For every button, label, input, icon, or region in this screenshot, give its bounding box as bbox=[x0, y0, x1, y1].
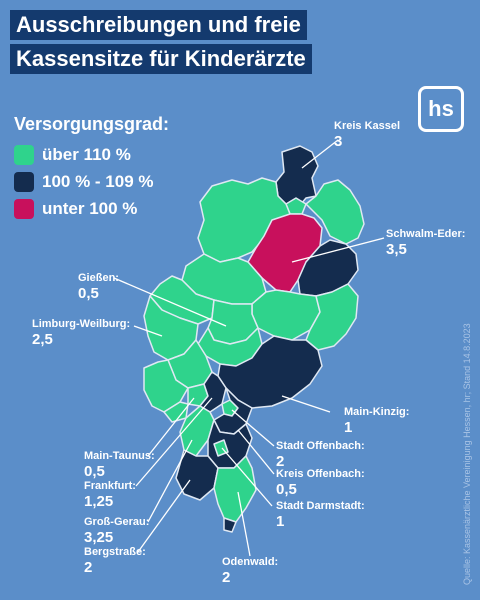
label-main-kinzig: Main-Kinzig: 1 bbox=[344, 406, 409, 436]
region-werra-meissner bbox=[305, 179, 365, 245]
label-value: 2 bbox=[84, 559, 93, 576]
leader-kreis-offenbach bbox=[237, 429, 275, 475]
label-value: 3 bbox=[334, 133, 343, 150]
leader-main-taunus bbox=[147, 397, 195, 457]
label-schwalm-eder: Schwalm-Eder: 3,5 bbox=[386, 228, 465, 258]
label-name: Gießen: bbox=[78, 272, 119, 284]
legend-item-under-100: unter 100 % bbox=[14, 195, 169, 222]
label-value: 3,5 bbox=[386, 241, 407, 258]
label-value: 1,25 bbox=[84, 493, 114, 510]
label-value: 0,5 bbox=[276, 481, 297, 498]
leader-stadt-offenbach bbox=[231, 409, 275, 447]
leader-frankfurt bbox=[135, 397, 213, 487]
legend-item-over-110: über 110 % bbox=[14, 141, 169, 168]
label-name: Kreis Kassel bbox=[334, 120, 401, 132]
label-main-taunus: Main-Taunus: 0,5 bbox=[84, 450, 155, 480]
label-name: Groß-Gerau: bbox=[84, 516, 150, 528]
hs-logo: hs bbox=[418, 86, 464, 132]
region-fulda bbox=[305, 283, 359, 351]
leader-limburg-weilburg bbox=[133, 325, 163, 337]
label-name: Main-Kinzig: bbox=[344, 406, 410, 418]
label-value: 1 bbox=[276, 513, 285, 530]
label-odenwald: Odenwald: 2 bbox=[222, 556, 278, 586]
label-value: 2 bbox=[276, 453, 285, 470]
label-kreis-offenbach: Kreis Offenbach: 0,5 bbox=[276, 468, 365, 498]
legend-swatch-magenta bbox=[14, 198, 34, 219]
label-kreis-kassel: Kreis Kassel 3 bbox=[334, 120, 400, 150]
label-name: Schwalm-Eder: bbox=[386, 228, 466, 240]
legend-label: unter 100 % bbox=[42, 198, 138, 218]
title: Ausschreibungen und freie Kassensitze fü… bbox=[10, 10, 312, 78]
label-name: Odenwald: bbox=[222, 556, 279, 568]
label-stadt-offenbach: Stadt Offenbach: 2 bbox=[276, 440, 365, 470]
label-value: 0,5 bbox=[84, 463, 105, 480]
label-gross-gerau: Groß-Gerau: 3,25 bbox=[84, 516, 149, 546]
label-name: Frankfurt: bbox=[84, 480, 136, 492]
label-value: 3,25 bbox=[84, 529, 114, 546]
region-bergstrasse-tip bbox=[223, 517, 237, 533]
label-stadt-darmstadt: Stadt Darmstadt: 1 bbox=[276, 500, 365, 530]
legend: Versorgungsgrad: über 110 % 100 % - 109 … bbox=[14, 114, 169, 222]
label-name: Stadt Darmstadt: bbox=[276, 500, 365, 512]
legend-swatch-navy bbox=[14, 171, 34, 192]
legend-title: Versorgungsgrad: bbox=[14, 114, 170, 134]
source-note: Quelle: Kassenärztliche Vereinigung Hess… bbox=[462, 323, 472, 585]
label-giessen: Gießen: 0,5 bbox=[78, 272, 119, 302]
label-value: 0,5 bbox=[78, 285, 99, 302]
leader-kreis-kassel bbox=[301, 139, 339, 169]
leader-schwalm-eder bbox=[291, 237, 385, 263]
label-value: 1 bbox=[344, 419, 353, 436]
label-bergstrasse: Bergstraße: 2 bbox=[84, 546, 146, 576]
legend-swatch-green bbox=[14, 144, 34, 165]
label-limburg-weilburg: Limburg-Weilburg: 2,5 bbox=[32, 318, 130, 348]
region-wiesbaden bbox=[163, 401, 189, 423]
leader-odenwald bbox=[237, 491, 251, 557]
label-frankfurt: Frankfurt: 1,25 bbox=[84, 480, 136, 510]
legend-label: 100 % - 109 % bbox=[42, 171, 154, 191]
label-name: Main-Taunus: bbox=[84, 450, 155, 462]
label-name: Stadt Offenbach: bbox=[276, 440, 365, 452]
legend-item-100-109: 100 % - 109 % bbox=[14, 168, 169, 195]
leader-gross-gerau bbox=[147, 439, 193, 523]
title-line-1: Ausschreibungen und freie bbox=[10, 10, 307, 40]
title-line-2: Kassensitze für Kinderärzte bbox=[10, 44, 312, 74]
leader-main-kinzig bbox=[281, 395, 331, 413]
label-value: 2,5 bbox=[32, 331, 53, 348]
label-value: 2 bbox=[222, 569, 231, 586]
label-name: Bergstraße: bbox=[84, 546, 146, 558]
label-name: Limburg-Weilburg: bbox=[32, 318, 131, 330]
leader-giessen bbox=[113, 277, 227, 327]
legend-label: über 110 % bbox=[42, 144, 131, 164]
leader-bergstrasse bbox=[137, 479, 191, 553]
region-stadt-darmstadt bbox=[213, 439, 229, 457]
label-name: Kreis Offenbach: bbox=[276, 468, 365, 480]
leader-stadt-darmstadt bbox=[221, 447, 273, 507]
region-rheingau-taunus bbox=[143, 359, 189, 413]
